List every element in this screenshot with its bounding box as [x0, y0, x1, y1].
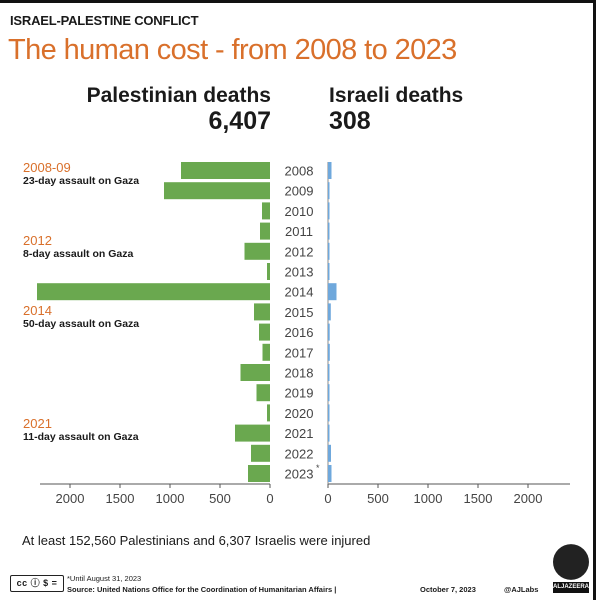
year-label-2010: 2010: [285, 204, 314, 219]
year-footnote-mark: *: [316, 463, 320, 473]
social-handle: @AJLabs: [504, 585, 539, 594]
israeli-bar-2022: [328, 444, 331, 462]
palestinian-deaths-total: 6,407: [208, 107, 271, 135]
israeli-bar-2013: [328, 263, 330, 280]
right-border: [593, 0, 596, 600]
annotation-2008: 2008-09 23-day assault on Gaza: [23, 161, 139, 188]
footnote: *Until August 31, 2023: [67, 574, 142, 583]
israeli-bar-2012: [328, 242, 330, 260]
left-tick-label: 500: [209, 491, 231, 506]
israeli-bar-2014: [328, 283, 337, 301]
israeli-bar-2017: [328, 343, 330, 361]
year-label-2009: 2009: [285, 184, 314, 199]
kicker: ISRAEL-PALESTINE CONFLICT: [10, 13, 199, 28]
top-border: [0, 0, 596, 3]
israeli-bar-2018: [328, 364, 330, 381]
annotation-year: 2012: [23, 233, 52, 248]
annotation-2012: 2012 8-day assault on Gaza: [23, 234, 133, 261]
left-tick-label: 0: [266, 491, 273, 506]
injured-note: At least 152,560 Palestinians and 6,307 …: [22, 533, 371, 548]
right-tick-label: 500: [367, 491, 389, 506]
palestinian-bar-2016: [259, 323, 270, 341]
palestinian-bar-2023: [248, 465, 270, 482]
left-tick-label: 2000: [56, 491, 85, 506]
left-tick-label: 1000: [156, 491, 185, 506]
palestinian-bar-2013: [267, 263, 270, 280]
palestinian-bar-2021: [235, 424, 270, 442]
annotation-year: 2008-09: [23, 160, 71, 175]
palestinian-bar-2011: [260, 222, 270, 240]
year-label-2014: 2014: [285, 285, 314, 300]
palestinian-bar-2014: [37, 283, 270, 301]
year-label-2023: 2023: [285, 467, 314, 482]
right-tick-label: 1000: [414, 491, 443, 506]
publish-date: October 7, 2023: [420, 585, 476, 594]
aljazeera-logo: ALJAZEERA: [553, 544, 589, 595]
logo-mark-icon: [553, 544, 589, 580]
right-tick-label: 2000: [514, 491, 543, 506]
year-label-2022: 2022: [285, 446, 314, 461]
israeli-bar-2015: [328, 303, 331, 321]
palestinian-deaths-label: Palestinian deaths: [86, 84, 271, 107]
annotation-text: 11-day assault on Gaza: [23, 431, 139, 443]
annotation-text: 8-day assault on Gaza: [23, 248, 134, 260]
year-label-2012: 2012: [285, 244, 314, 259]
israeli-bar-2011: [328, 222, 330, 240]
palestinian-bar-2015: [254, 303, 270, 321]
year-label-2016: 2016: [285, 325, 314, 340]
right-tick-label: 0: [324, 491, 331, 506]
deaths-chart: 2008 2009 2010 2011 2012 2013 2014 2015 2016 2017…: [37, 162, 570, 506]
israeli-deaths-label: Israeli deaths: [329, 84, 464, 107]
israeli-bar-2008: [328, 162, 332, 179]
year-label-2020: 2020: [285, 406, 314, 421]
palestinian-bar-2017: [262, 343, 270, 361]
source-note: Source: United Nations Office for the Co…: [67, 585, 337, 594]
right-tick-label: 1500: [464, 491, 493, 506]
palestinian-bar-2008: [181, 162, 270, 179]
israeli-bar-2010: [328, 202, 330, 220]
palestinian-bar-2020: [267, 404, 270, 422]
creative-commons-badge: cc ⓘ $ =: [10, 575, 64, 592]
year-label-2008: 2008: [285, 164, 314, 179]
palestinian-bar-2022: [251, 444, 270, 462]
israeli-bar-2021: [328, 424, 330, 442]
annotation-year: 2014: [23, 303, 52, 318]
year-label-2021: 2021: [285, 426, 314, 441]
logo-wordmark: ALJAZEERA: [553, 582, 589, 593]
israeli-bar-2019: [328, 384, 330, 402]
israeli-bar-2020: [328, 404, 330, 422]
palestinian-bar-2019: [256, 384, 270, 402]
annotation-2014: 2014 50-day assault on Gaza: [23, 304, 139, 331]
year-label-2013: 2013: [285, 265, 314, 280]
israeli-deaths-total: 308: [329, 107, 371, 135]
israeli-bar-2009: [328, 182, 330, 200]
palestinian-bar-2012: [244, 242, 270, 260]
chart-title: The human cost - from 2008 to 2023: [8, 34, 457, 66]
annotation-year: 2021: [23, 416, 52, 431]
palestinian-bar-2009: [164, 182, 270, 200]
year-label-2018: 2018: [285, 366, 314, 381]
left-tick-label: 1500: [106, 491, 135, 506]
annotation-2021: 2021 11-day assault on Gaza: [23, 417, 139, 444]
palestinian-bar-2010: [262, 202, 270, 220]
year-label-2017: 2017: [285, 345, 314, 360]
annotation-text: 50-day assault on Gaza: [23, 318, 140, 330]
year-label-2019: 2019: [285, 386, 314, 401]
israeli-bar-2016: [328, 323, 330, 341]
annotation-text: 23-day assault on Gaza: [23, 175, 140, 187]
year-label-2015: 2015: [285, 305, 314, 320]
israeli-bar-2023: [328, 465, 332, 482]
palestinian-bar-2018: [240, 364, 270, 381]
year-label-2011: 2011: [285, 224, 313, 239]
